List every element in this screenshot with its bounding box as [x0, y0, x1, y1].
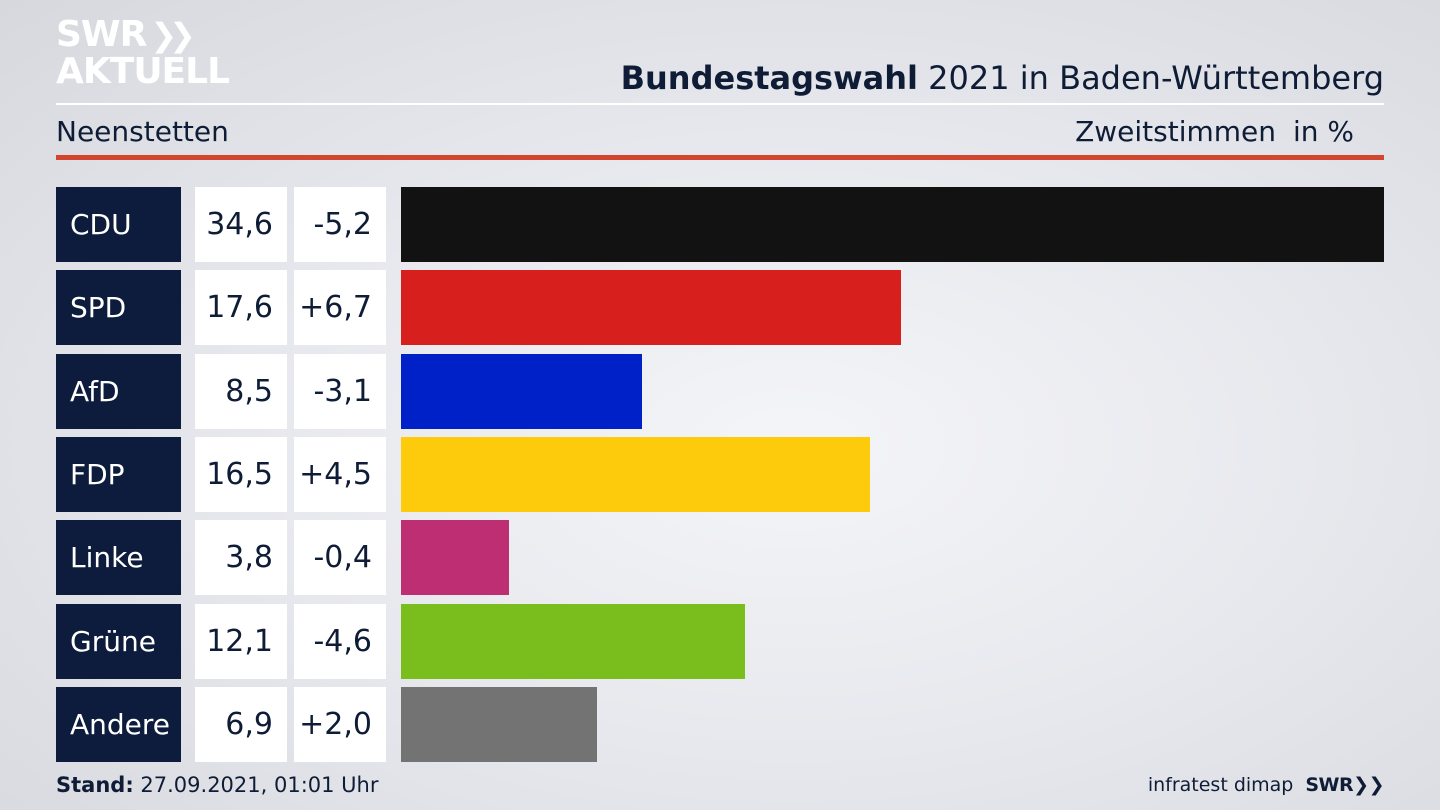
vote-change-value: +6,7 — [294, 270, 386, 346]
swr-footer-logo: SWR❯❯ — [1305, 774, 1384, 796]
party-row-afd: AfD 8,5 -3,1 — [56, 353, 1384, 429]
vote-share-value: 12,1 — [195, 603, 287, 679]
vote-share-value: 8,5 — [195, 353, 287, 429]
header-divider — [56, 103, 1384, 105]
source-credit: infratest dimap SWR❯❯ — [1147, 771, 1385, 799]
vote-change-value: -4,6 — [294, 603, 386, 679]
region-label: Neenstetten — [56, 115, 229, 148]
chart-title-bold: Bundestagswahl — [620, 59, 918, 97]
unit-label: in % — [1292, 115, 1354, 148]
party-name: AfD — [56, 353, 181, 429]
vote-change-value: +4,5 — [294, 436, 386, 512]
party-name: FDP — [56, 436, 181, 512]
bar-spd — [401, 270, 902, 346]
party-row-gr-ne: Grüne 12,1 -4,6 — [56, 603, 1384, 679]
bar-fdp — [401, 436, 870, 512]
bar-gr-ne — [401, 603, 745, 679]
accent-divider — [56, 155, 1384, 160]
vote-share-value: 16,5 — [195, 436, 287, 512]
bar-andere — [401, 686, 598, 762]
party-row-spd: SPD 17,6 +6,7 — [56, 270, 1384, 346]
measure-label: Zweitstimmen — [1075, 115, 1276, 148]
chart-title: Bundestagswahl 2021 in Baden-Württemberg — [621, 58, 1384, 98]
vote-change-value: -0,4 — [294, 520, 386, 596]
party-row-fdp: FDP 16,5 +4,5 — [56, 436, 1384, 512]
party-row-linke: Linke 3,8 -0,4 — [56, 520, 1384, 596]
vote-share-value: 17,6 — [195, 270, 287, 346]
vote-change-value: +2,0 — [294, 686, 386, 762]
party-row-cdu: CDU 34,6 -5,2 — [56, 187, 1384, 262]
vote-change-value: -3,1 — [294, 353, 386, 429]
bar-linke — [401, 520, 509, 596]
vote-change-value: -5,2 — [294, 187, 386, 262]
logo-chevron-icon: ❯❯ — [150, 16, 196, 54]
logo-swr-text: SWR — [56, 14, 147, 55]
vote-share-value: 3,8 — [195, 520, 287, 596]
bar-cdu — [401, 187, 1384, 262]
party-name: Andere — [56, 686, 181, 762]
timestamp-value: 27.09.2021, 01:01 Uhr — [133, 773, 379, 797]
vote-share-value: 6,9 — [195, 686, 287, 762]
party-name: Linke — [56, 520, 181, 596]
vote-share-value: 34,6 — [195, 187, 287, 262]
party-name: CDU — [56, 187, 181, 262]
source-label: infratest dimap — [1147, 774, 1294, 796]
swr-aktuell-logo: SWR ❯❯ AKTUELL — [56, 14, 230, 92]
party-row-andere: Andere 6,9 +2,0 — [56, 686, 1384, 762]
bar-afd — [401, 353, 643, 429]
party-name: Grüne — [56, 603, 181, 679]
timestamp-label: Stand: — [56, 773, 134, 797]
logo-aktuell-text: AKTUELL — [56, 51, 230, 92]
party-name: SPD — [56, 270, 181, 346]
timestamp: Stand: 27.09.2021, 01:01 Uhr — [56, 771, 379, 799]
chart-title-rest: 2021 in Baden-Württemberg — [917, 59, 1384, 97]
